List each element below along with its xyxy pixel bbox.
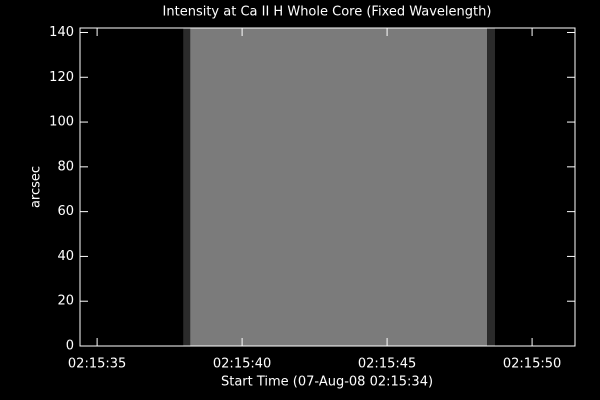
y-tick-label: 20 bbox=[57, 294, 74, 309]
x-tick-label: 02:15:35 bbox=[68, 357, 126, 372]
image-band bbox=[487, 28, 495, 346]
y-tick-label: 140 bbox=[49, 25, 74, 40]
image-band bbox=[190, 28, 488, 346]
y-tick-label: 80 bbox=[57, 159, 74, 174]
y-axis-label: arcsec bbox=[29, 166, 44, 208]
plot-frame bbox=[79, 27, 576, 347]
y-tick-label: 0 bbox=[66, 339, 74, 354]
y-tick-label: 60 bbox=[57, 204, 74, 219]
y-tick-label: 120 bbox=[49, 70, 74, 85]
x-tick-label: 02:15:45 bbox=[358, 357, 416, 372]
x-tick-label: 02:15:50 bbox=[503, 357, 561, 372]
y-tick-label: 100 bbox=[49, 115, 74, 130]
chart-title: Intensity at Ca II H Whole Core (Fixed W… bbox=[163, 5, 492, 20]
x-axis-label: Start Time (07-Aug-08 02:15:34) bbox=[221, 375, 433, 390]
x-tick-label: 02:15:40 bbox=[213, 357, 271, 372]
y-tick-label: 40 bbox=[57, 249, 74, 264]
image-band bbox=[183, 28, 191, 346]
